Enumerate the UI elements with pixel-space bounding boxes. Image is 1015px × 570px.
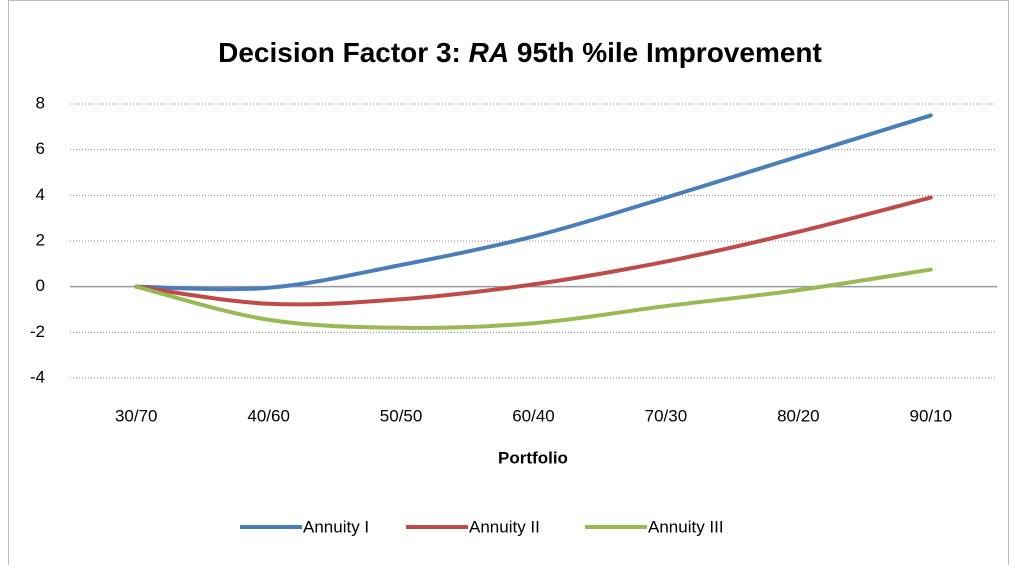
series-line [134,267,933,330]
y-tick-label: 8 [36,93,45,112]
series-line [134,195,933,307]
series-line [134,113,933,292]
legend-label: Annuity III [648,517,724,536]
x-tick-label: 40/60 [247,406,290,425]
x-tick-label: 50/50 [380,406,423,425]
y-tick-label: 6 [36,139,45,158]
chart-title: Decision Factor 3: RA 95th %ile Improvem… [218,37,822,68]
y-tick-label: 4 [36,185,45,204]
y-tick-label: -2 [30,322,45,341]
title-part: RA [469,37,509,68]
x-tick-label: 30/70 [115,406,158,425]
x-axis-label: Portfolio [498,448,568,467]
title-part: 95th %ile Improvement [509,37,822,68]
legend-label: Annuity I [303,517,369,536]
y-tick-label: 2 [36,230,45,249]
x-tick-label: 90/10 [910,406,953,425]
y-tick-label: -4 [30,367,45,386]
legend-label: Annuity II [469,517,540,536]
title-part: Decision Factor 3: [218,37,469,68]
x-tick-label: 60/40 [512,406,555,425]
x-tick-label: 80/20 [777,406,820,425]
y-tick-label: 0 [36,276,45,295]
x-tick-label: 70/30 [645,406,688,425]
